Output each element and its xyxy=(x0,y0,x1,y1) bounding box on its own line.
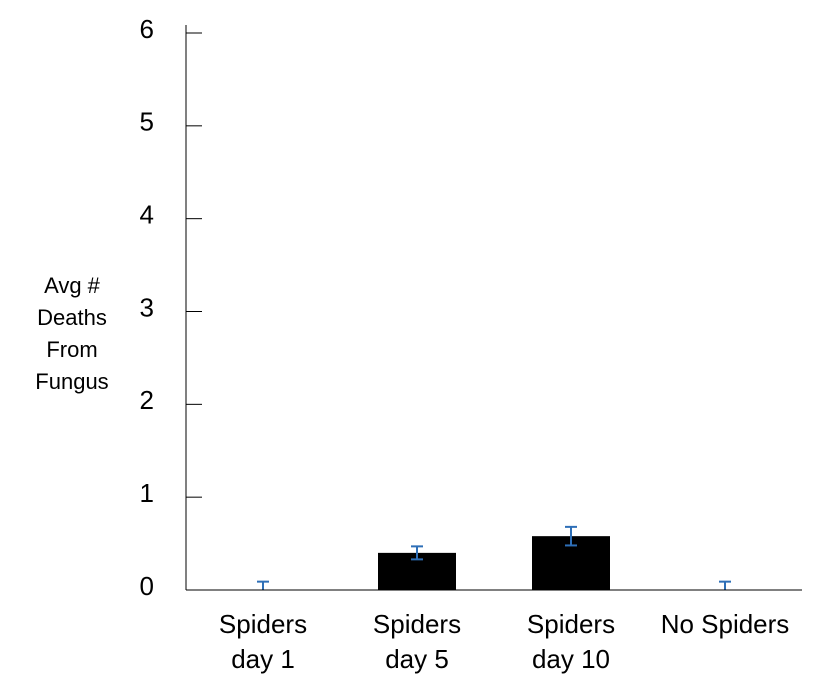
x-tick-label-line: day 1 xyxy=(231,644,295,674)
y-axis-title: Avg # Deaths From Fungus xyxy=(35,273,108,394)
x-tick-label: No Spiders xyxy=(661,609,790,639)
axes xyxy=(185,25,802,591)
y-axis-ticks: 0 1 2 3 4 5 6 xyxy=(140,14,202,601)
x-tick-label-line: Spiders xyxy=(373,609,461,639)
y-tick-label: 4 xyxy=(140,200,154,230)
y-axis-label: Avg # Deaths From Fungus xyxy=(35,273,108,394)
x-tick-label-line: Spiders xyxy=(219,609,307,639)
y-tick-label: 3 xyxy=(140,292,154,322)
x-tick-label: Spiders day 5 xyxy=(373,609,461,674)
y-tick-label: 5 xyxy=(140,107,154,137)
bars xyxy=(378,536,610,590)
x-tick-label: Spiders day 10 xyxy=(527,609,615,674)
y-tick-label: 6 xyxy=(140,14,154,44)
y-tick-label: 0 xyxy=(140,571,154,601)
x-tick-label-line: No Spiders xyxy=(661,609,790,639)
error-bars xyxy=(257,525,731,590)
x-tick-label-line: day 5 xyxy=(385,644,449,674)
x-axis-tick-labels: Spiders day 1 Spiders day 5 Spiders day 10 No … xyxy=(219,609,789,674)
x-tick-label: Spiders day 1 xyxy=(219,609,307,674)
y-axis-title-line: From xyxy=(46,337,97,362)
y-axis-title-line: Deaths xyxy=(37,305,107,330)
y-tick-label: 2 xyxy=(140,385,154,415)
x-tick-label-line: day 10 xyxy=(532,644,610,674)
x-tick-label-line: Spiders xyxy=(527,609,615,639)
y-tick-label: 1 xyxy=(140,478,154,508)
y-axis-title-line: Fungus xyxy=(35,369,108,394)
y-axis-title-line: Avg # xyxy=(44,273,101,298)
